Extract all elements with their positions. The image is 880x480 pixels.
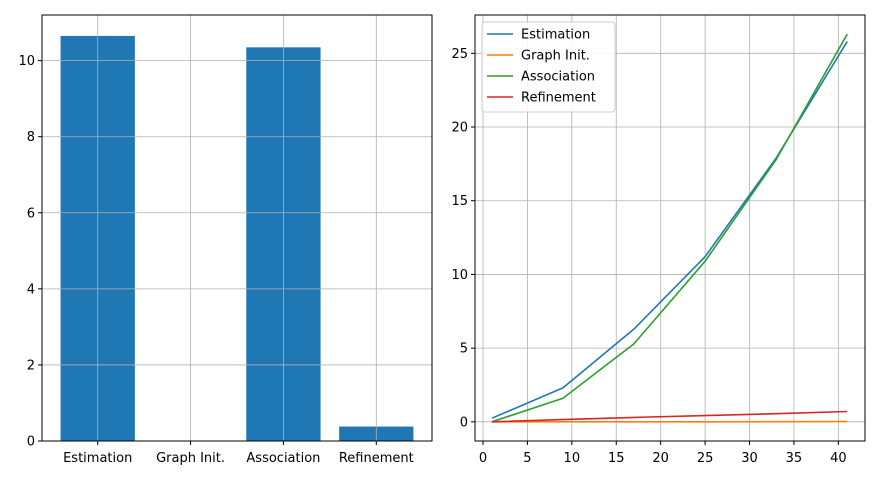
bar-chart-axes: 0 2 4 6 8 10 Estimation Graph Init. Association R… bbox=[18, 14, 433, 466]
x-tick-label: 0 bbox=[479, 451, 487, 466]
legend-label: Association bbox=[521, 70, 595, 85]
y-tick-label: 0 bbox=[27, 435, 35, 450]
line-axes-frame bbox=[474, 14, 866, 442]
bar-axes-frame bbox=[41, 14, 433, 442]
y-tick-label: 20 bbox=[451, 121, 468, 136]
legend-label: Graph Init. bbox=[521, 49, 590, 64]
y-tick-label: 4 bbox=[27, 282, 35, 297]
x-tick-label: 30 bbox=[741, 451, 758, 466]
x-tick-label: Association bbox=[246, 451, 320, 466]
legend-label: Refinement bbox=[521, 91, 596, 106]
x-tick-label: Graph Init. bbox=[156, 451, 225, 466]
x-tick-label: Refinement bbox=[339, 451, 414, 466]
x-tick-label: 35 bbox=[786, 451, 803, 466]
legend-box bbox=[481, 21, 616, 113]
x-tick-label: 40 bbox=[830, 451, 847, 466]
y-tick-label: 25 bbox=[451, 47, 468, 62]
line-chart-axes: 0 5 10 15 20 25 30 35 40 0 5 10 15 20 25 Estimation Grap… bbox=[451, 14, 866, 466]
x-tick-label: Estimation bbox=[63, 451, 132, 466]
y-tick-label: 0 bbox=[460, 415, 468, 430]
y-tick-label: 15 bbox=[451, 194, 468, 209]
legend-label: Estimation bbox=[521, 28, 590, 43]
x-tick-label: 20 bbox=[652, 451, 669, 466]
y-tick-label: 10 bbox=[18, 54, 35, 69]
series-line-refinement bbox=[491, 410, 848, 423]
y-tick-label: 6 bbox=[27, 206, 35, 221]
x-tick-label: 25 bbox=[697, 451, 714, 466]
y-tick-label: 10 bbox=[451, 268, 468, 283]
y-tick-label: 8 bbox=[27, 130, 35, 145]
y-tick-label: 2 bbox=[27, 358, 35, 373]
y-tick-label: 5 bbox=[460, 342, 468, 357]
x-tick-label: 15 bbox=[608, 451, 625, 466]
series-line-association bbox=[491, 33, 848, 423]
legend: Estimation Graph Init. Association Refineme… bbox=[481, 21, 616, 113]
x-tick-label: 5 bbox=[523, 451, 531, 466]
x-tick-label: 10 bbox=[564, 451, 581, 466]
